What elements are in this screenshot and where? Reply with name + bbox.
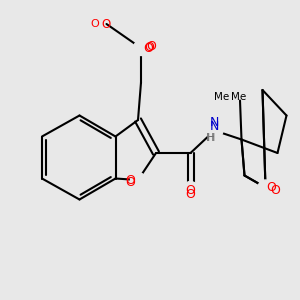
Text: N: N — [210, 119, 219, 133]
Text: O: O — [270, 184, 280, 197]
Text: O: O — [186, 184, 195, 197]
Text: H: H — [206, 133, 214, 143]
Circle shape — [183, 182, 198, 196]
Text: O: O — [144, 41, 153, 55]
Text: Me: Me — [231, 92, 246, 102]
Text: O: O — [266, 181, 276, 194]
Text: N: N — [210, 116, 219, 130]
Circle shape — [258, 180, 273, 195]
Text: O: O — [186, 188, 195, 202]
Text: O: O — [146, 40, 156, 53]
Circle shape — [130, 172, 146, 188]
Text: O: O — [102, 17, 111, 31]
Text: O: O — [90, 19, 99, 29]
Text: O: O — [145, 40, 154, 54]
Text: H: H — [207, 133, 216, 143]
Circle shape — [134, 40, 148, 56]
Text: O: O — [126, 173, 135, 187]
Text: Me: Me — [214, 92, 230, 103]
Circle shape — [206, 122, 223, 139]
Text: O: O — [126, 176, 135, 190]
